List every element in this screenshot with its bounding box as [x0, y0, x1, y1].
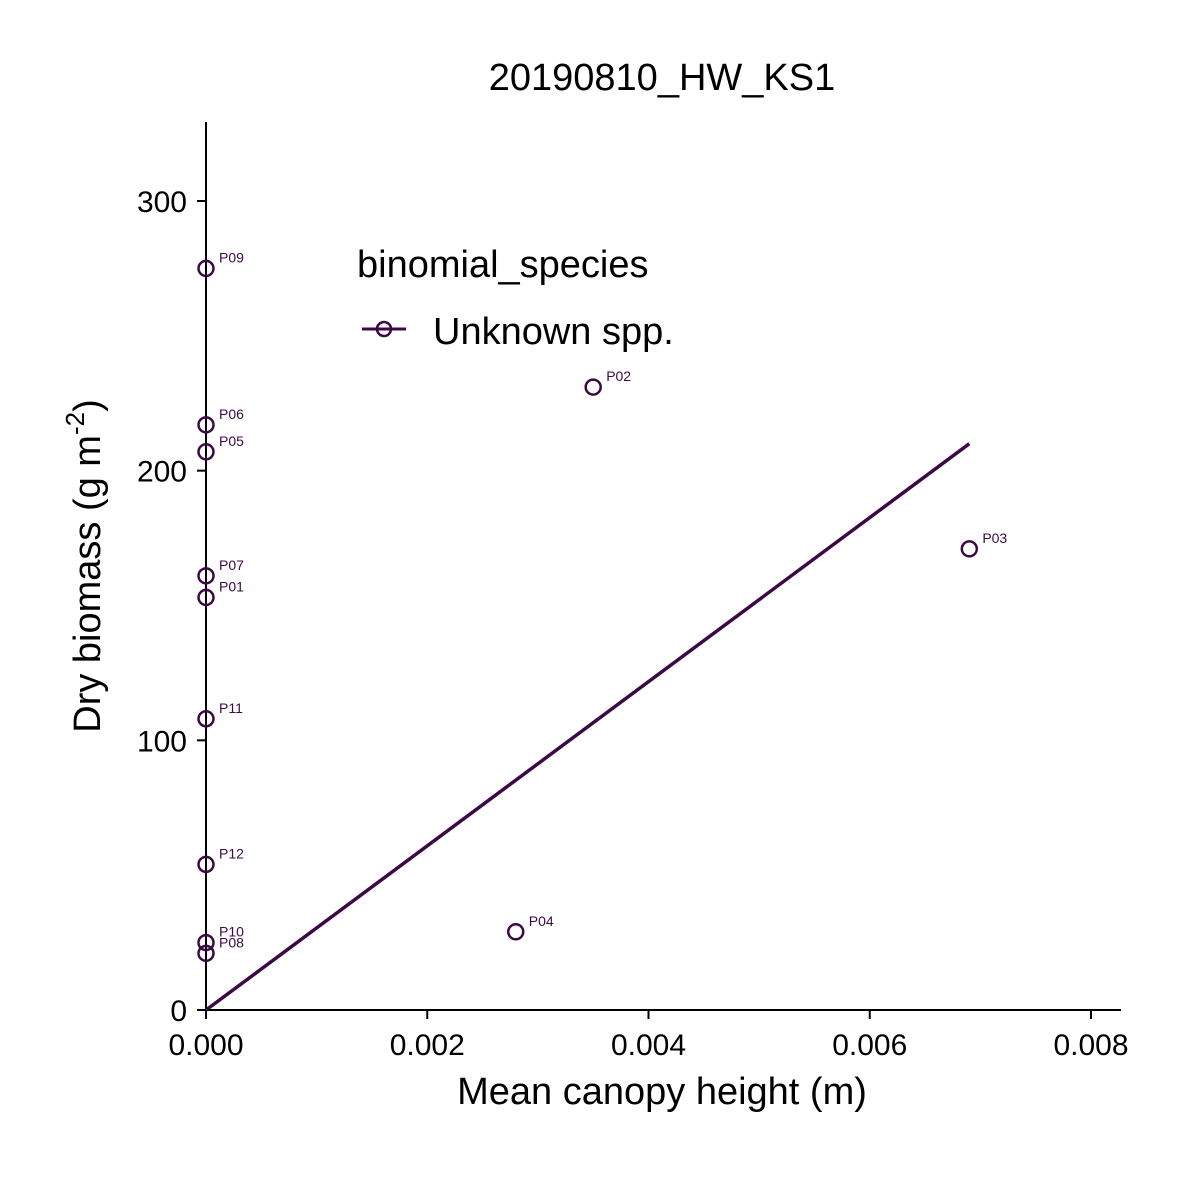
y-tick-label: 200	[137, 456, 187, 489]
data-point-labels: P01 P02 P03 P04 P05 P06 P07 P08 P09 P10 P11 P12	[219, 249, 1007, 950]
data-point	[197, 567, 215, 585]
data-point-label: P07	[219, 557, 244, 573]
y-axis-title-exponent: -2	[60, 412, 90, 435]
data-point	[197, 259, 215, 278]
data-point	[197, 933, 215, 952]
fit-lines	[204, 442, 971, 1012]
x-tick-label: 0.004	[611, 1029, 686, 1062]
data-point	[584, 378, 602, 396]
data-point-label: P02	[606, 368, 631, 384]
y-axis-title: Dry biomass (g m-2)	[60, 399, 109, 733]
y-axis-title-main: Dry biomass (g m	[67, 435, 109, 733]
data-point-label: P06	[219, 406, 244, 422]
y-tick-label: 0	[170, 995, 187, 1028]
y-axis-title-close: )	[67, 399, 109, 412]
data-point-label: P04	[529, 913, 554, 929]
y-tick-label: 300	[137, 186, 187, 219]
x-tick-label: 0.006	[832, 1029, 907, 1062]
data-point-label: P01	[219, 578, 244, 594]
data-point	[960, 540, 979, 558]
data-point	[197, 710, 215, 728]
data-point-label: P05	[219, 433, 244, 449]
data-point-label: P11	[219, 700, 243, 716]
regression-line	[204, 442, 971, 1012]
data-points	[197, 259, 979, 963]
y-axis-ticks: 0 100 200 300	[137, 186, 206, 1028]
data-point-label: P08	[219, 934, 244, 950]
data-point	[197, 416, 215, 434]
x-tick-label: 0.002	[390, 1029, 465, 1062]
legend: binomial_species Unknown spp.	[357, 244, 674, 353]
legend-point-swatch	[375, 320, 393, 338]
x-axis-title: Mean canopy height (m)	[457, 1071, 867, 1113]
y-tick-label: 100	[137, 725, 187, 758]
x-axis-ticks: 0.000 0.002 0.004 0.006 0.008	[168, 1010, 1129, 1062]
x-tick-label: 0.008	[1053, 1029, 1128, 1062]
data-point	[197, 443, 215, 461]
data-point	[197, 588, 215, 607]
legend-title: binomial_species	[357, 244, 649, 286]
data-point-label: P03	[982, 530, 1007, 546]
data-point-label: P10	[219, 924, 244, 940]
data-point	[197, 944, 215, 963]
chart-title: 20190810_HW_KS1	[489, 57, 835, 99]
data-point	[507, 923, 525, 941]
data-point-label: P12	[219, 845, 244, 861]
data-point-label: P09	[219, 249, 244, 265]
x-tick-label: 0.000	[168, 1029, 243, 1062]
data-point	[197, 855, 215, 874]
legend-entry-label: Unknown spp.	[433, 311, 674, 353]
